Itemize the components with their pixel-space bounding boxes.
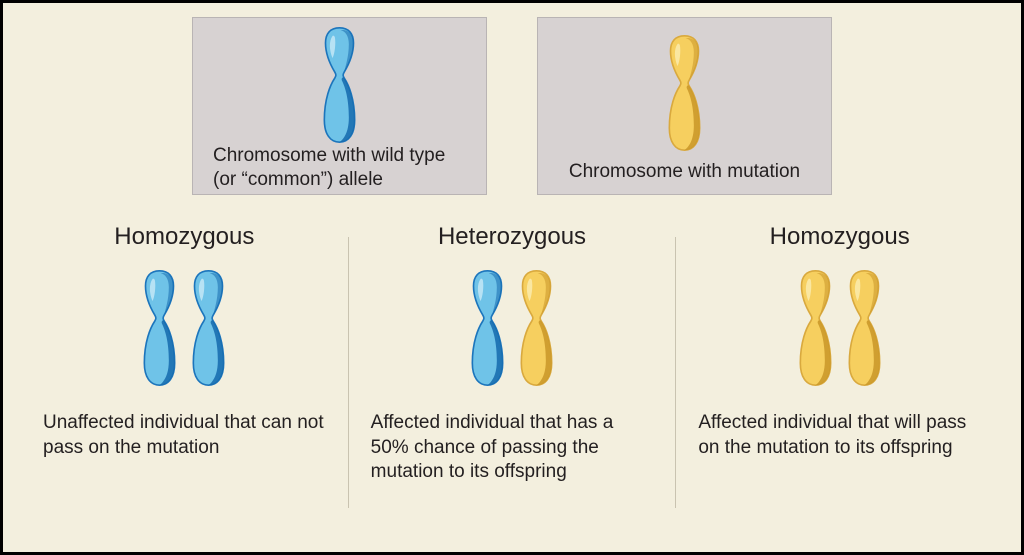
chromosome-pair xyxy=(470,263,554,393)
genotype-desc: Affected individual that has a 50% chanc… xyxy=(371,411,654,485)
diagram-frame: Chromosome with wild type (or “common”) … xyxy=(0,0,1024,555)
genotype-desc: Unaffected individual that can not pass … xyxy=(43,411,326,460)
chromosome-icon xyxy=(847,269,882,387)
legend-wild-label-line2: (or “common”) allele xyxy=(213,169,383,190)
legend-wild-label: Chromosome with wild type (or “common”) … xyxy=(207,144,472,192)
legend-box-mutant: Chromosome with mutation xyxy=(537,17,832,195)
genotype-title: Homozygous xyxy=(114,223,254,251)
chromosome-icon xyxy=(470,269,505,387)
chromosome-pair xyxy=(142,263,226,393)
chromosome-icon xyxy=(519,269,554,387)
legend-wild-chromosome xyxy=(322,26,357,144)
chromosome-icon xyxy=(798,269,833,387)
chromosome-icon xyxy=(142,269,177,387)
genotype-title: Heterozygous xyxy=(438,223,586,251)
genotype-desc: Affected individual that will pass on th… xyxy=(698,411,981,460)
genotype-col-0: Homozygous Unaffected individual that ca… xyxy=(21,223,348,534)
legend-row: Chromosome with wild type (or “common”) … xyxy=(21,17,1003,195)
genotype-col-1: Heterozygous Affected individual that ha… xyxy=(349,223,676,534)
legend-mutant-chromosome xyxy=(667,26,702,160)
genotype-col-2: Homozygous Affected individual that will… xyxy=(676,223,1003,534)
chromosome-icon xyxy=(191,269,226,387)
genotypes-row: Homozygous Unaffected individual that ca… xyxy=(21,223,1003,534)
genotype-title: Homozygous xyxy=(770,223,910,251)
legend-wild-label-line1: Chromosome with wild type xyxy=(213,145,445,166)
legend-box-wild: Chromosome with wild type (or “common”) … xyxy=(192,17,487,195)
legend-mutant-label: Chromosome with mutation xyxy=(569,160,800,184)
chromosome-pair xyxy=(798,263,882,393)
